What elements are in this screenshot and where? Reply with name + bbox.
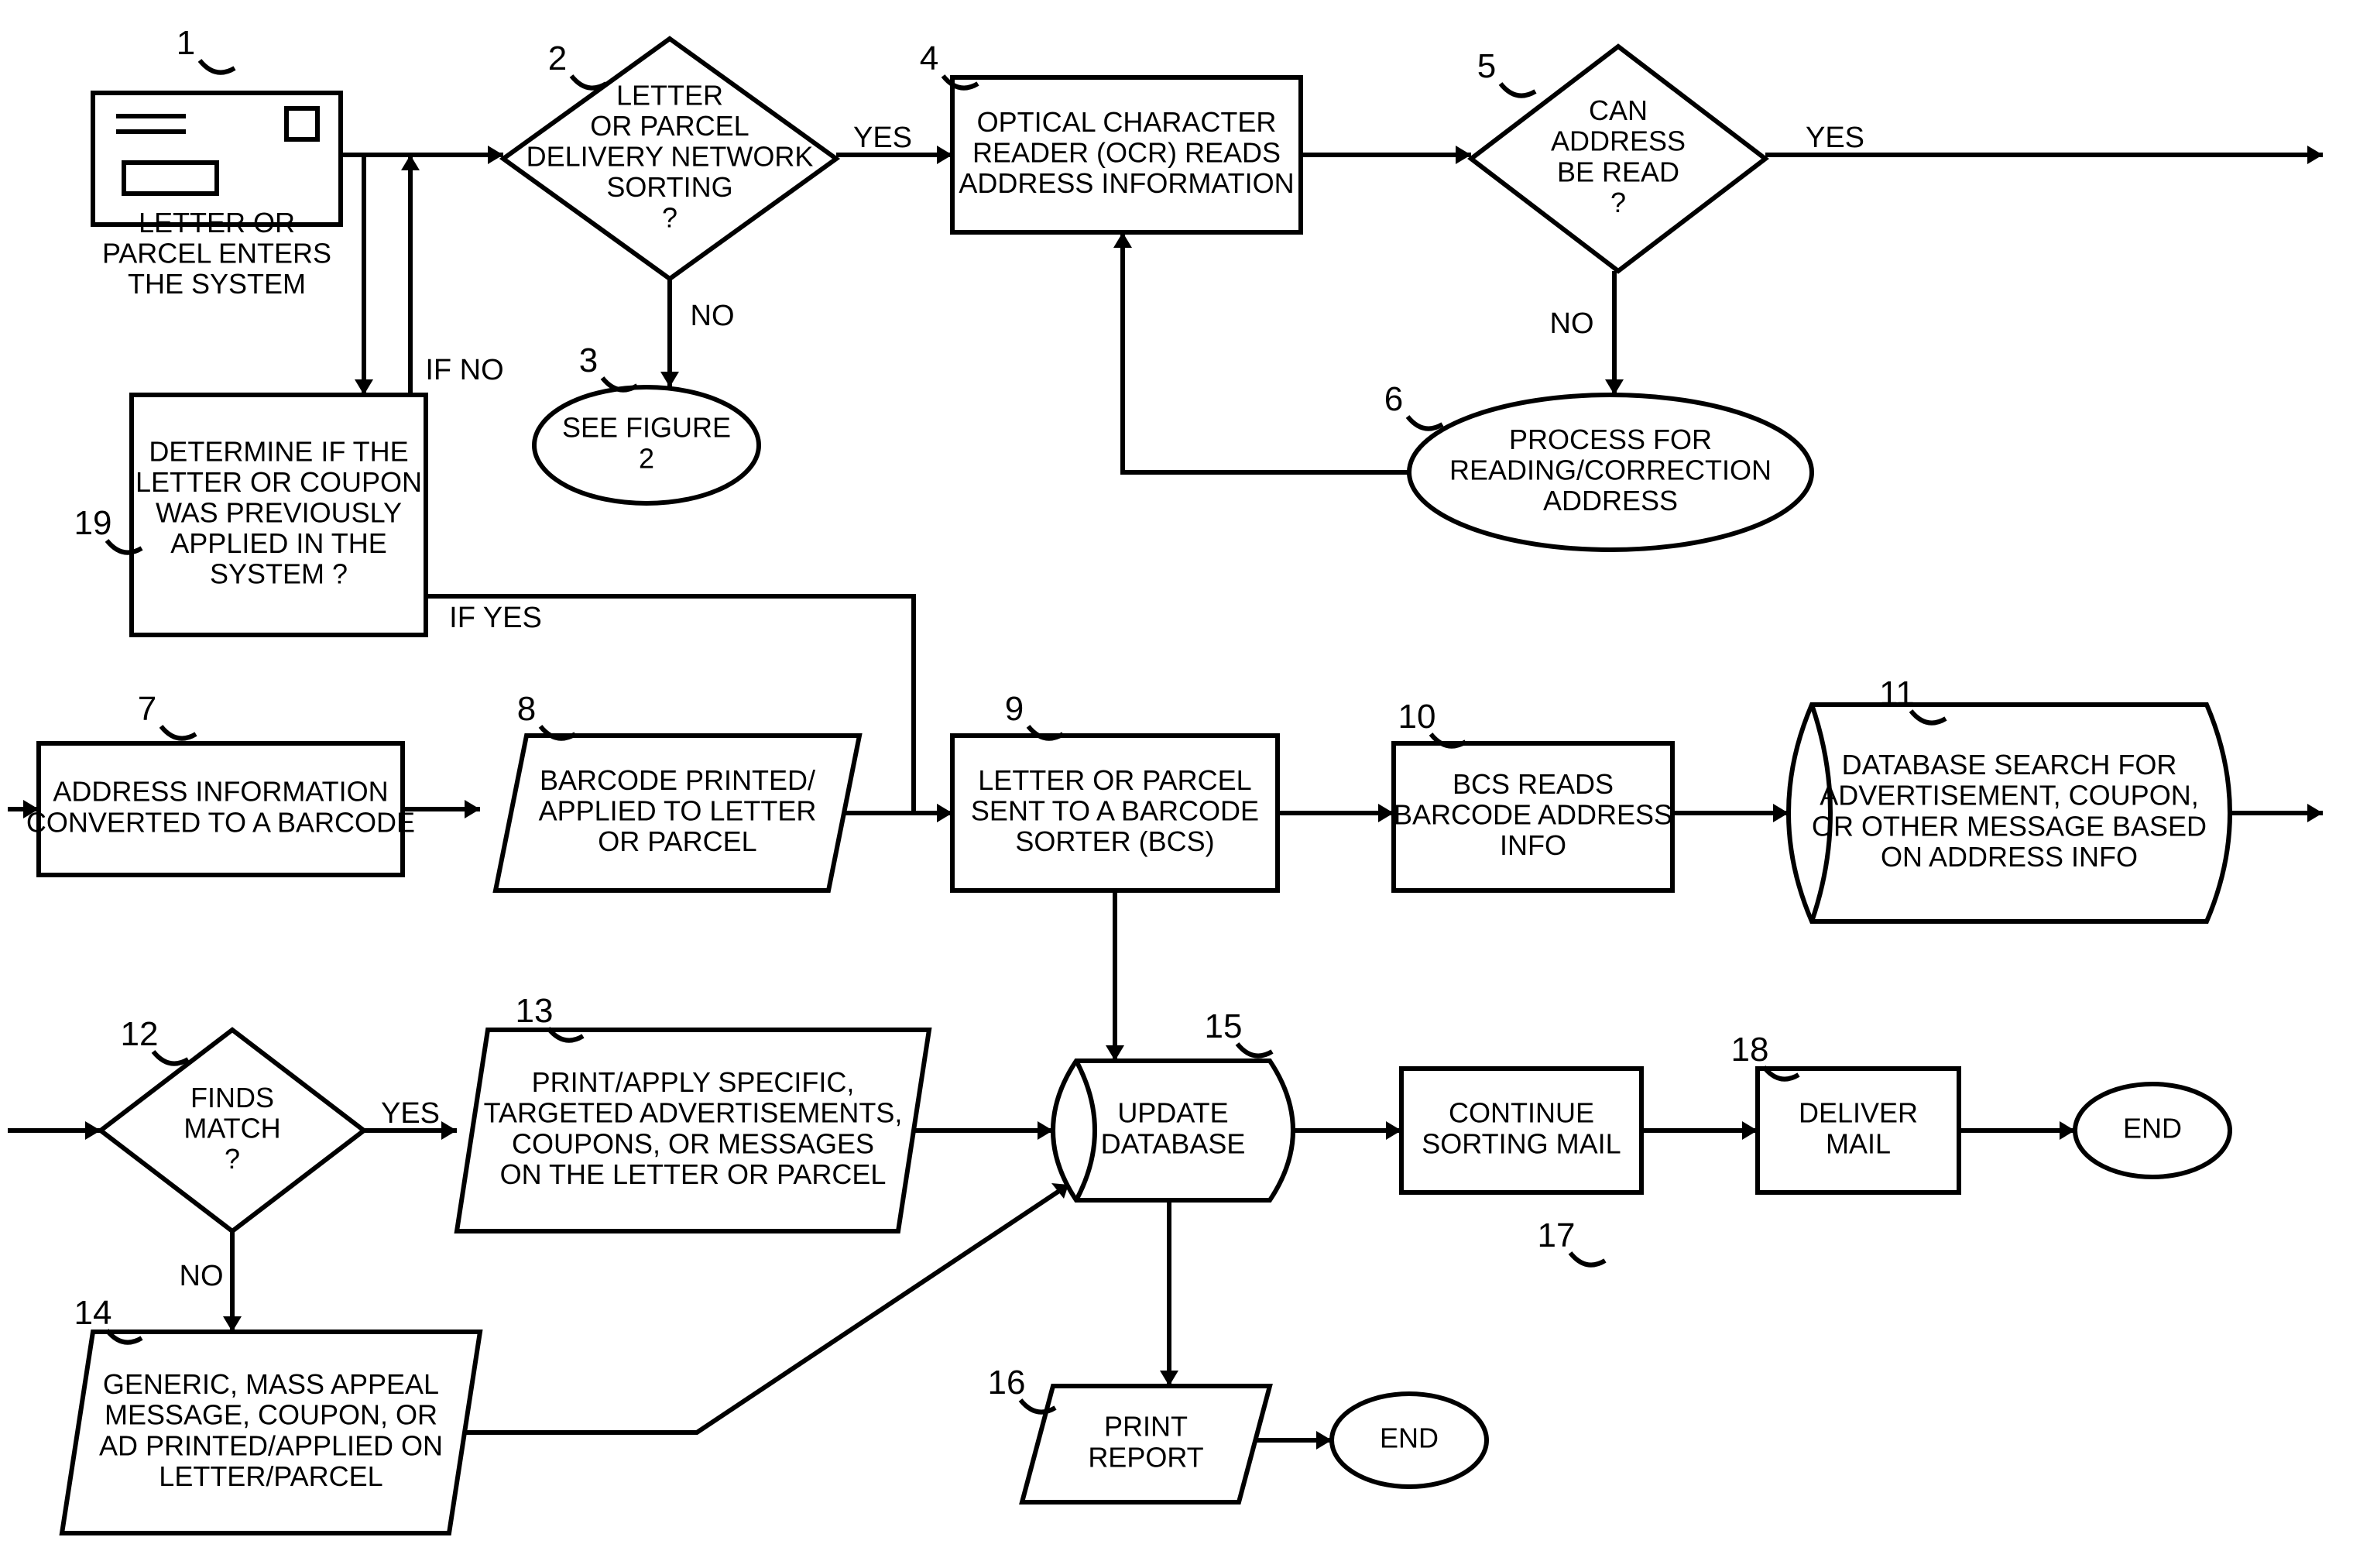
node-text: SORTER (BCS) xyxy=(1015,825,1214,857)
node-text: ADDRESS xyxy=(1551,125,1686,157)
node-text: ? xyxy=(1610,187,1626,218)
node-text: OR OTHER MESSAGE BASED xyxy=(1812,810,2207,842)
node-text: ADDRESS INFORMATION xyxy=(959,167,1294,199)
ref-number: 16 xyxy=(988,1364,1026,1402)
node-text: LETTER OR xyxy=(139,207,295,238)
node-text: 2 xyxy=(639,442,654,474)
ref-number: 6 xyxy=(1384,380,1403,418)
node-text: SENT TO A BARCODE xyxy=(971,795,1259,827)
ref-number: 14 xyxy=(74,1294,112,1332)
ref-number: 15 xyxy=(1205,1007,1243,1045)
ref-number: 1 xyxy=(177,24,195,62)
node-text: CONVERTED TO A BARCODE xyxy=(26,806,415,838)
node-text: BCS READS xyxy=(1453,768,1614,800)
node-text: READER (OCR) READS xyxy=(972,137,1281,169)
node-text: BARCODE PRINTED/ xyxy=(540,764,815,796)
node-text: MAIL xyxy=(1826,1127,1891,1159)
node-text: DATABASE SEARCH FOR xyxy=(1842,749,2177,781)
node-text: PRINT/APPLY SPECIFIC, xyxy=(532,1066,855,1098)
node-text: PARCEL ENTERS xyxy=(102,238,331,269)
edge-label: NO xyxy=(691,300,735,332)
edge-label: YES xyxy=(853,122,912,154)
node-text: SEE FIGURE xyxy=(562,412,731,444)
node-text: DELIVER xyxy=(1799,1097,1918,1129)
edge-label: YES xyxy=(1806,122,1864,154)
node-text: SYSTEM ? xyxy=(210,558,348,590)
node-text: SORTING MAIL xyxy=(1422,1127,1621,1159)
node-text: LETTER OR COUPON xyxy=(135,466,422,498)
node-text: LETTER/PARCEL xyxy=(159,1460,382,1492)
node-text: READING/CORRECTION xyxy=(1449,455,1772,486)
node-text: BE READ xyxy=(1557,156,1679,187)
ref-number: 2 xyxy=(548,39,567,77)
ref-number: 5 xyxy=(1477,47,1496,85)
node-text: BARCODE ADDRESS xyxy=(1394,799,1672,831)
ref-number: 19 xyxy=(74,504,112,542)
node-text: APPLIED TO LETTER xyxy=(539,795,817,827)
node-text: ADDRESS INFORMATION xyxy=(53,776,388,808)
node-text: WAS PREVIOUSLY xyxy=(156,497,402,529)
node-text: LETTER xyxy=(616,79,723,111)
node-text: FINDS xyxy=(190,1082,274,1113)
edge xyxy=(1123,232,1409,472)
ref-number: 4 xyxy=(920,39,938,77)
edge-label: IF YES xyxy=(449,602,542,634)
node-text: INFO xyxy=(1500,829,1566,861)
node-text: CONTINUE xyxy=(1449,1097,1594,1129)
edge-label: YES xyxy=(381,1097,440,1130)
node-text: DETERMINE IF THE xyxy=(149,435,408,467)
node-text: UPDATE xyxy=(1117,1097,1228,1129)
node-text: GENERIC, MASS APPEAL xyxy=(103,1368,439,1400)
node-text: ? xyxy=(662,202,677,234)
node-text: PRINT xyxy=(1104,1411,1188,1443)
ref-number: 9 xyxy=(1005,690,1024,728)
ref-number: 11 xyxy=(1879,674,1915,712)
node-text: END xyxy=(1380,1422,1439,1454)
node-text: ON THE LETTER OR PARCEL xyxy=(500,1158,887,1190)
node-text: END xyxy=(2123,1113,2182,1144)
node-text: APPLIED IN THE xyxy=(170,527,386,559)
node-text: DATABASE xyxy=(1101,1127,1246,1159)
node-text: ? xyxy=(225,1143,240,1175)
ref-number: 13 xyxy=(516,992,554,1030)
node-text: OR PARCEL xyxy=(590,110,749,142)
node-text: SORTING xyxy=(606,171,732,203)
node-text: TARGETED ADVERTISEMENTS, xyxy=(484,1097,903,1129)
ref-number: 10 xyxy=(1398,698,1436,736)
node-text: CAN xyxy=(1589,94,1648,126)
ref-number: 7 xyxy=(138,690,156,728)
node-text: LETTER OR PARCEL xyxy=(978,764,1251,796)
ref-number: 17 xyxy=(1538,1216,1576,1254)
node-text: OR PARCEL xyxy=(598,825,756,857)
ref-number: 3 xyxy=(579,341,598,379)
ref-number: 8 xyxy=(517,690,536,728)
node-text: COUPONS, OR MESSAGES xyxy=(512,1127,874,1159)
ref-number: 12 xyxy=(121,1015,159,1053)
edge-label: IF NO xyxy=(425,354,503,386)
node-text: ADDRESS xyxy=(1543,485,1678,516)
node-text: PROCESS FOR xyxy=(1509,424,1712,455)
ref-number: 18 xyxy=(1731,1031,1769,1069)
node-text: ON ADDRESS INFO xyxy=(1881,841,2138,873)
node-text: OPTICAL CHARACTER xyxy=(977,106,1277,138)
node-text: REPORT xyxy=(1088,1441,1203,1473)
node-text: ADVERTISEMENT, COUPON, xyxy=(1820,780,2198,811)
node-text: THE SYSTEM xyxy=(128,268,306,300)
node-text: AD PRINTED/APPLIED ON xyxy=(99,1429,443,1461)
flowchart: YES YES NO NO IF NO IF YES YES NO LETTER ORPARCE… xyxy=(0,0,2353,1568)
node-text: MATCH xyxy=(184,1113,280,1144)
edge-label: NO xyxy=(180,1260,224,1292)
edge-label: NO xyxy=(1550,307,1594,340)
node-text: MESSAGE, COUPON, OR xyxy=(105,1399,437,1431)
node-text: DELIVERY NETWORK xyxy=(527,141,814,173)
